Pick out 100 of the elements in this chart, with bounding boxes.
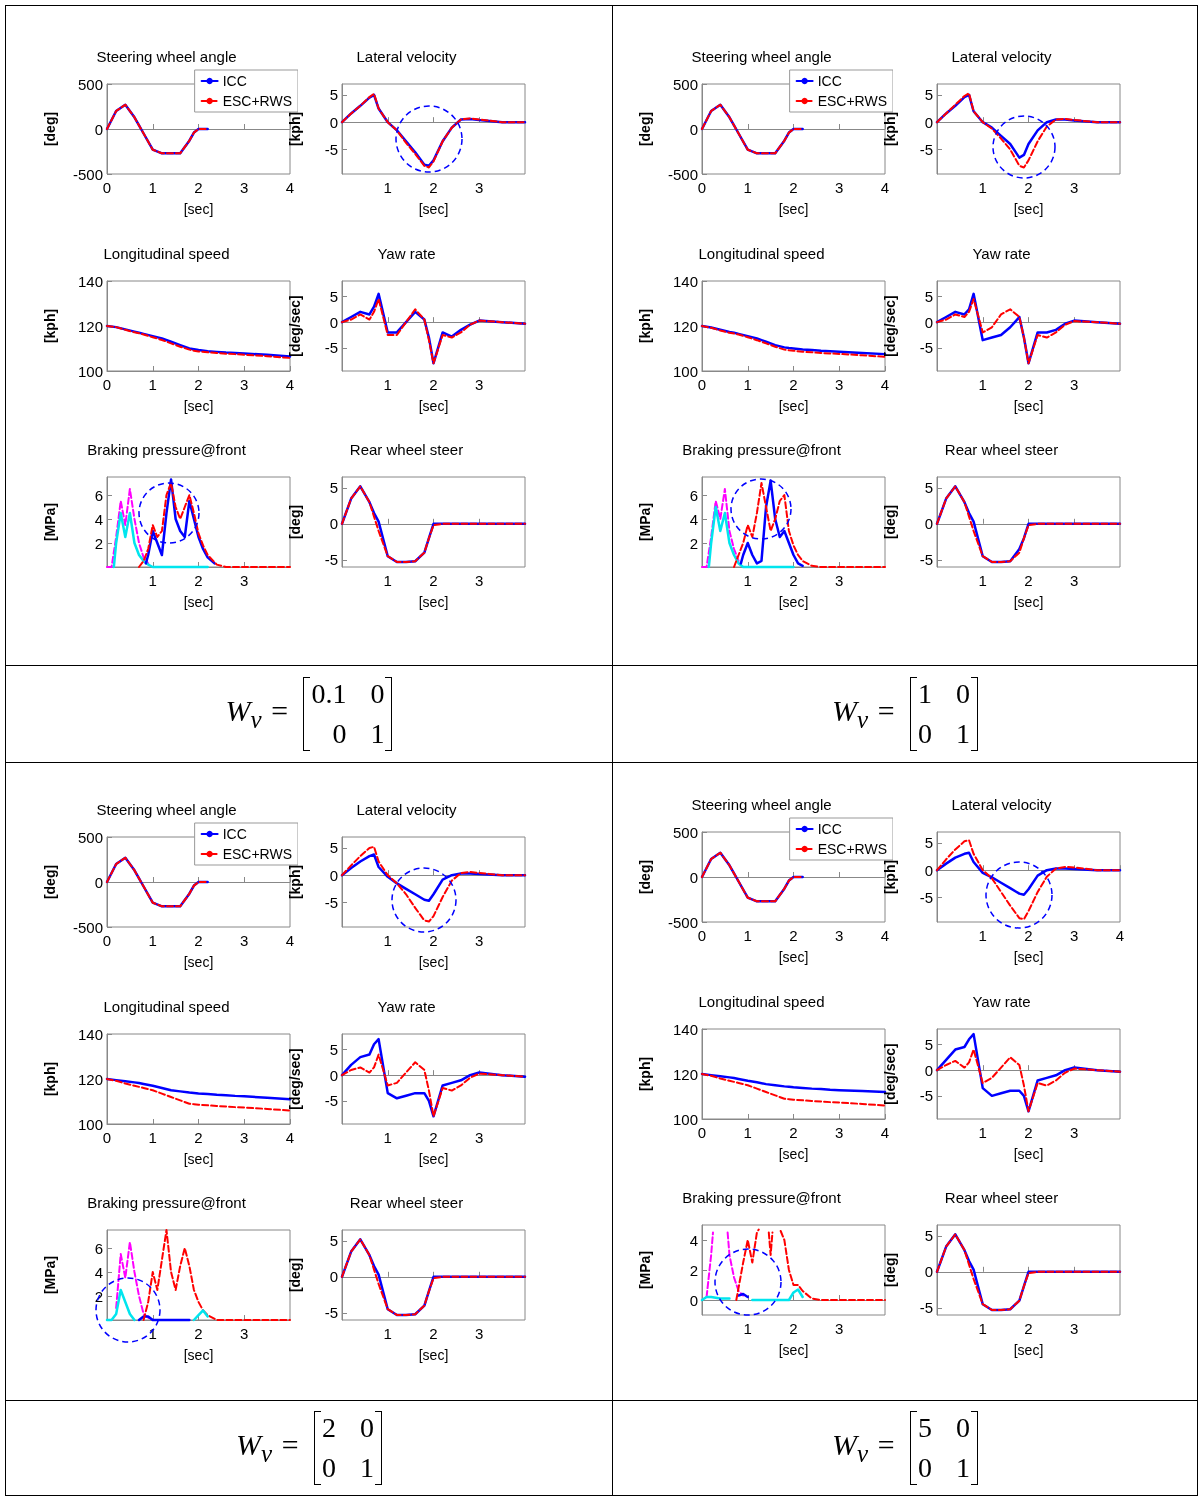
y-tick-label: -5 [324,893,338,911]
x-tick-label: 1 [743,572,752,589]
x-tick-label: 4 [880,1124,890,1141]
x-axis-title: [sec] [1013,201,1044,217]
y-tick-label: 6 [94,1239,103,1257]
y-tick-label: -5 [324,1092,338,1110]
y-tick-label: 0 [924,515,933,533]
y-tick-label: 500 [77,75,103,93]
x-tick-label: 2 [789,1320,798,1337]
x-axis-title: [sec] [778,398,809,414]
x-tick-label: 2 [1024,572,1033,589]
chart-title: Steering wheel angle [96,801,237,818]
x-tick-label: 3 [240,1325,249,1342]
y-axis-title: [deg] [637,859,653,895]
x-tick-label: 1 [978,376,987,393]
x-tick-label: 3 [475,572,484,589]
x-axis-title: [sec] [778,1342,809,1358]
x-tick-label: 4 [285,376,295,393]
chart-title: Braking pressure@front [682,1189,842,1206]
x-tick-label: 2 [194,1129,203,1146]
x-tick-label: 2 [789,572,798,589]
x-tick-label: 1 [383,376,392,393]
chart-title: Yaw rate [972,245,1031,262]
legend-label: ESC+RWS [222,846,292,862]
x-tick-label: 3 [1070,1320,1079,1337]
x-tick-label: 1 [978,1320,987,1337]
x-tick-label: 1 [148,179,157,196]
chart-title: Braking pressure@front [682,441,842,458]
y-tick-label: 120 [672,317,698,335]
y-axis-title: [kph] [42,1061,58,1097]
y-tick-label: -5 [919,551,933,569]
y-axis-title: [kph] [882,111,898,147]
y-tick-label: 5 [924,479,933,497]
x-tick-label: 2 [1024,376,1033,393]
y-tick-label: 5 [924,86,933,104]
chart-title: Longitudinal speed [103,245,230,262]
x-tick-label: 1 [383,572,392,589]
x-tick-label: 4 [880,927,890,944]
y-axis-title: [deg/sec] [287,295,303,357]
y-axis-title: [deg] [287,504,303,540]
x-tick-label: 1 [978,572,987,589]
legend-label: ESC+RWS [817,93,887,109]
y-tick-label: 120 [77,1070,103,1088]
y-tick-label: 0 [329,1066,338,1084]
x-tick-label: 3 [475,376,484,393]
legend-label: ICC [222,73,247,89]
chart-title: Rear wheel steer [944,441,1059,458]
x-axis-title: [sec] [418,594,449,610]
x-tick-label: 3 [240,1129,249,1146]
x-tick-label: 3 [835,572,844,589]
x-tick-label: 3 [1070,376,1079,393]
y-tick-label: -5 [919,1299,933,1317]
x-axis-title: [sec] [1013,1146,1044,1162]
x-tick-label: 4 [285,1129,295,1146]
x-tick-label: 1 [743,1124,752,1141]
y-tick-label: 4 [94,1263,103,1281]
y-tick-label: -500 [667,913,698,931]
x-tick-label: 4 [880,179,890,196]
text: 0 [955,677,970,711]
x-tick-label: 1 [743,376,752,393]
text: W$_{v}$ = [225,694,290,734]
chart-title: Longitudinal speed [698,245,825,262]
x-tick-label: 1 [978,1124,987,1141]
y-tick-label: -5 [324,339,338,357]
y-tick-label: -5 [919,888,933,906]
y-axis-title: [deg] [287,1257,303,1293]
y-tick-label: 0 [689,868,698,886]
x-tick-label: 3 [835,179,844,196]
text: 1 [359,1451,374,1485]
y-tick-label: -500 [667,165,698,183]
x-tick-label: 2 [789,376,798,393]
y-axis-title: [deg] [637,111,653,147]
x-tick-label: 3 [1070,1124,1079,1141]
x-tick-label: 1 [148,932,157,949]
y-tick-label: 100 [77,362,103,380]
text: W$_{v}$ = [832,1428,896,1468]
x-tick-label: 1 [743,179,752,196]
y-tick-label: 0 [924,1263,933,1281]
x-tick-label: 3 [240,376,249,393]
x-tick-label: 1 [148,376,157,393]
chart-title: Braking pressure@front [87,1194,247,1211]
text: 1 [917,677,932,711]
x-tick-label: 3 [240,572,249,589]
chart-title: Longitudinal speed [103,998,230,1015]
y-tick-label: 0 [689,1291,698,1309]
y-tick-label: 0 [329,313,338,331]
x-tick-label: 1 [383,179,392,196]
legend-label: ESC+RWS [222,93,292,109]
x-tick-label: 2 [1024,927,1033,944]
x-axis-title: [sec] [183,1347,214,1363]
y-axis-title: [MPa] [42,502,58,542]
y-tick-label: 2 [94,534,103,552]
x-tick-label: 2 [194,932,203,949]
y-axis-title: [kph] [882,859,898,895]
y-tick-label: 0 [924,313,933,331]
chart-title: Longitudinal speed [698,993,825,1010]
y-tick-label: 5 [329,287,338,305]
y-tick-label: 5 [924,287,933,305]
y-tick-label: 140 [77,1025,103,1043]
y-tick-label: -500 [72,918,103,936]
